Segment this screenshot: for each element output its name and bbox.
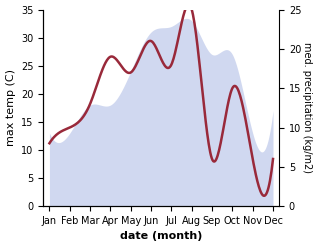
X-axis label: date (month): date (month) bbox=[120, 231, 203, 242]
Y-axis label: med. precipitation (kg/m2): med. precipitation (kg/m2) bbox=[302, 42, 313, 173]
Y-axis label: max temp (C): max temp (C) bbox=[5, 69, 16, 146]
